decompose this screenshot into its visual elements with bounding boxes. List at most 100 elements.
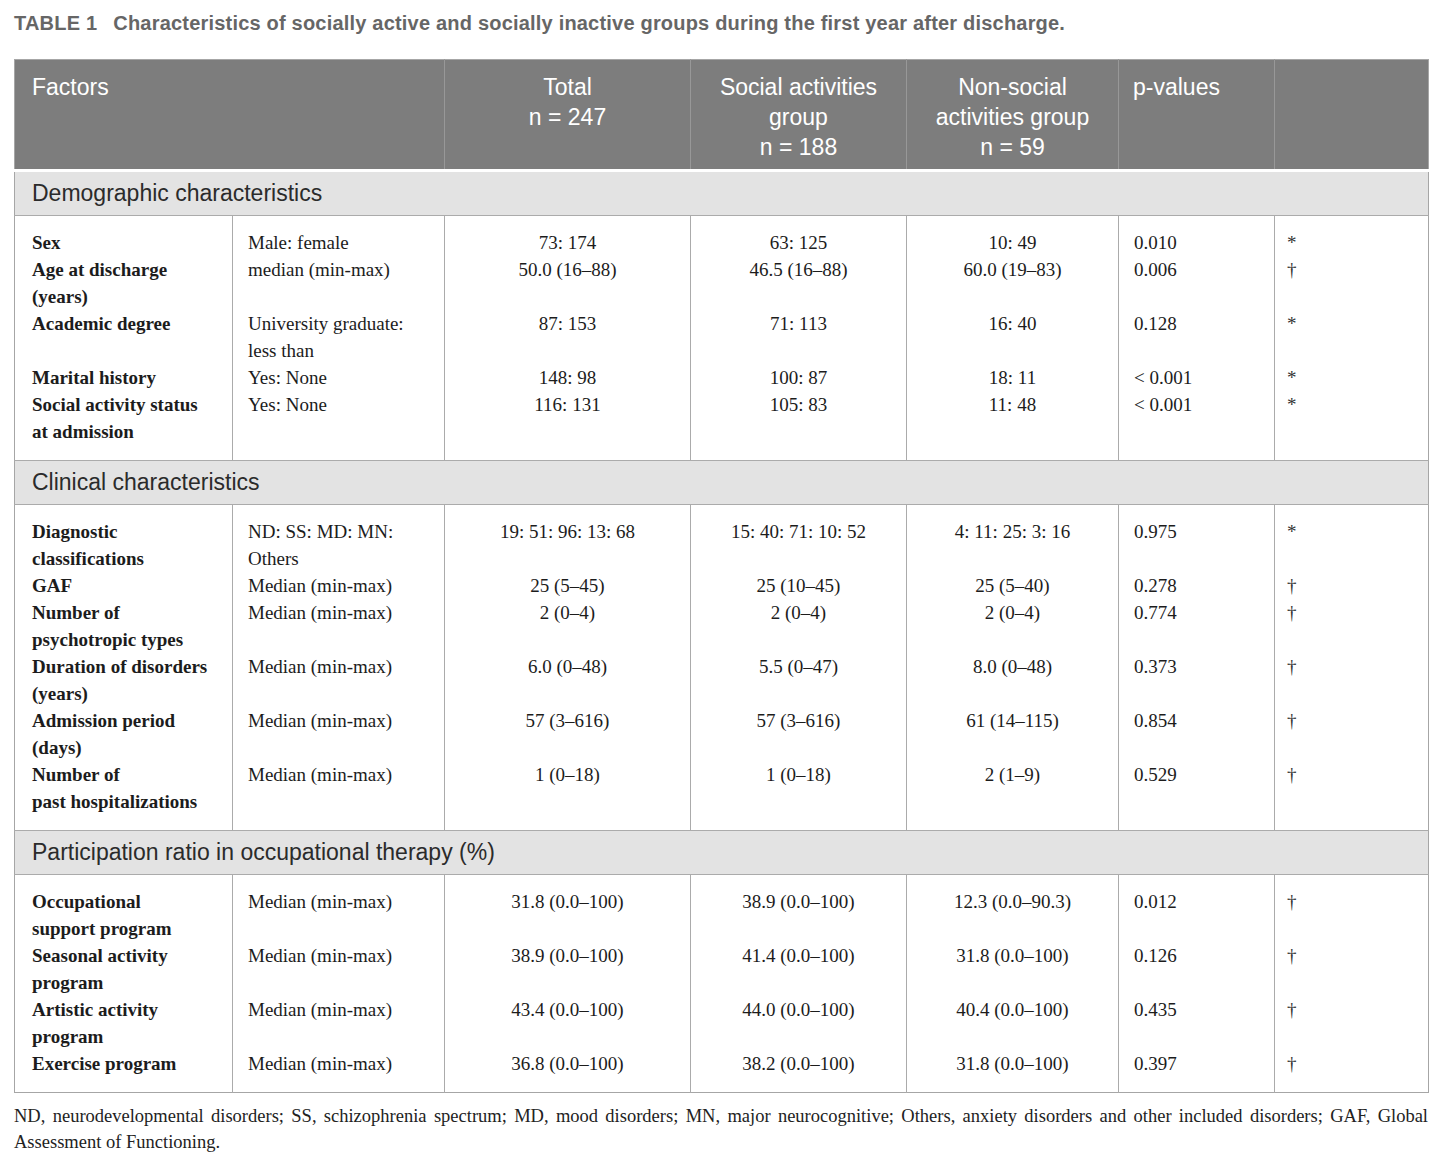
total-value-cell: 31.8 (0.0–100) [445, 875, 691, 943]
measure-cell: Median (min-max) [233, 761, 445, 831]
total-value-cell: 38.9 (0.0–100) [445, 942, 691, 996]
measure-cell: Median (min-max) [233, 572, 445, 599]
header-social-group: Social activities group n = 188 [691, 60, 907, 171]
header-total: Total n = 247 [445, 60, 691, 171]
factor-cell: Occupational support program [15, 875, 233, 943]
table-header: Factors Total n = 247 Social activities … [15, 60, 1429, 171]
section-body: Occupational support programMedian (min-… [15, 875, 1429, 1093]
social-group-value-cell: 44.0 (0.0–100) [691, 996, 907, 1050]
total-value-cell: 73: 174 [445, 216, 691, 257]
measure-cell: Yes: None [233, 364, 445, 391]
factor-cell: GAF [15, 572, 233, 599]
factor-cell: Diagnostic classifications [15, 505, 233, 573]
section-title: Demographic characteristics [15, 171, 1429, 216]
test-symbol-cell: † [1275, 1050, 1429, 1093]
table-title-text: Characteristics of socially active and s… [113, 12, 1065, 34]
header-nonsocial-group: Non-social activities group n = 59 [907, 60, 1119, 171]
nonsocial-group-value-cell: 31.8 (0.0–100) [907, 942, 1119, 996]
nonsocial-group-value-cell: 40.4 (0.0–100) [907, 996, 1119, 1050]
table-row: GAFMedian (min-max)25 (5–45)25 (10–45)25… [15, 572, 1429, 599]
characteristics-table: Factors Total n = 247 Social activities … [14, 59, 1429, 1093]
measure-cell: University graduate: less than [233, 310, 445, 364]
social-group-value-cell: 15: 40: 71: 10: 52 [691, 505, 907, 573]
section-row: Demographic characteristics [15, 171, 1429, 216]
table-row: Admission period (days)Median (min-max)5… [15, 707, 1429, 761]
total-value-cell: 1 (0–18) [445, 761, 691, 831]
p-value-cell: 0.128 [1119, 310, 1275, 364]
section-row: Clinical characteristics [15, 461, 1429, 505]
total-value-cell: 36.8 (0.0–100) [445, 1050, 691, 1093]
section-body: SexMale: female73: 17463: 12510: 490.010… [15, 216, 1429, 461]
measure-cell: Male: female [233, 216, 445, 257]
social-group-value-cell: 63: 125 [691, 216, 907, 257]
nonsocial-group-value-cell: 16: 40 [907, 310, 1119, 364]
nonsocial-group-value-cell: 2 (0–4) [907, 599, 1119, 653]
nonsocial-group-value-cell: 18: 11 [907, 364, 1119, 391]
test-symbol-cell: * [1275, 505, 1429, 573]
measure-cell: median (min-max) [233, 256, 445, 310]
factor-cell: Seasonal activity program [15, 942, 233, 996]
nonsocial-group-value-cell: 12.3 (0.0–90.3) [907, 875, 1119, 943]
p-value-cell: 0.529 [1119, 761, 1275, 831]
test-symbol-cell: † [1275, 599, 1429, 653]
p-value-cell: < 0.001 [1119, 364, 1275, 391]
table-row: Occupational support programMedian (min-… [15, 875, 1429, 943]
factor-cell: Duration of disorders (years) [15, 653, 233, 707]
header-test-symbol [1275, 60, 1429, 171]
measure-cell: Yes: None [233, 391, 445, 461]
footnotes: ND, neurodevelopmental disorders; SS, sc… [14, 1103, 1428, 1154]
table-row: Marital historyYes: None148: 98100: 8718… [15, 364, 1429, 391]
social-group-value-cell: 1 (0–18) [691, 761, 907, 831]
test-symbol-cell: † [1275, 707, 1429, 761]
table-row: Academic degreeUniversity graduate: less… [15, 310, 1429, 364]
nonsocial-group-value-cell: 61 (14–115) [907, 707, 1119, 761]
nonsocial-group-value-cell: 60.0 (19–83) [907, 256, 1119, 310]
p-value-cell: 0.006 [1119, 256, 1275, 310]
section-title: Participation ratio in occupational ther… [15, 831, 1429, 875]
table-row: Number of past hospitalizationsMedian (m… [15, 761, 1429, 831]
social-group-value-cell: 46.5 (16–88) [691, 256, 907, 310]
factor-cell: Number of past hospitalizations [15, 761, 233, 831]
test-symbol-cell: † [1275, 256, 1429, 310]
nonsocial-group-value-cell: 31.8 (0.0–100) [907, 1050, 1119, 1093]
measure-cell: Median (min-max) [233, 996, 445, 1050]
footnote-abbreviations: ND, neurodevelopmental disorders; SS, sc… [14, 1103, 1428, 1154]
p-value-cell: 0.975 [1119, 505, 1275, 573]
measure-cell: ND: SS: MD: MN: Others [233, 505, 445, 573]
total-value-cell: 2 (0–4) [445, 599, 691, 653]
total-value-cell: 25 (5–45) [445, 572, 691, 599]
table-row: Age at discharge (years)median (min-max)… [15, 256, 1429, 310]
social-group-value-cell: 71: 113 [691, 310, 907, 364]
table-caption: TABLE 1Characteristics of socially activ… [14, 12, 1428, 35]
nonsocial-group-value-cell: 2 (1–9) [907, 761, 1119, 831]
nonsocial-group-value-cell: 11: 48 [907, 391, 1119, 461]
table-row: Exercise programMedian (min-max)36.8 (0.… [15, 1050, 1429, 1093]
test-symbol-cell: † [1275, 653, 1429, 707]
social-group-value-cell: 100: 87 [691, 364, 907, 391]
factor-cell: Artistic activity program [15, 996, 233, 1050]
social-group-value-cell: 2 (0–4) [691, 599, 907, 653]
p-value-cell: 0.012 [1119, 875, 1275, 943]
total-value-cell: 116: 131 [445, 391, 691, 461]
social-group-value-cell: 41.4 (0.0–100) [691, 942, 907, 996]
p-value-cell: 0.854 [1119, 707, 1275, 761]
page: TABLE 1Characteristics of socially activ… [0, 0, 1438, 1154]
p-value-cell: 0.774 [1119, 599, 1275, 653]
measure-cell: Median (min-max) [233, 653, 445, 707]
table-row: Seasonal activity programMedian (min-max… [15, 942, 1429, 996]
measure-cell: Median (min-max) [233, 599, 445, 653]
test-symbol-cell: * [1275, 364, 1429, 391]
table-row: Diagnostic classificationsND: SS: MD: MN… [15, 505, 1429, 573]
section-body: Diagnostic classificationsND: SS: MD: MN… [15, 505, 1429, 831]
table-row: SexMale: female73: 17463: 12510: 490.010… [15, 216, 1429, 257]
nonsocial-group-value-cell: 8.0 (0–48) [907, 653, 1119, 707]
test-symbol-cell: † [1275, 875, 1429, 943]
factor-cell: Academic degree [15, 310, 233, 364]
factor-cell: Marital history [15, 364, 233, 391]
total-value-cell: 50.0 (16–88) [445, 256, 691, 310]
nonsocial-group-value-cell: 4: 11: 25: 3: 16 [907, 505, 1119, 573]
total-value-cell: 43.4 (0.0–100) [445, 996, 691, 1050]
nonsocial-group-value-cell: 10: 49 [907, 216, 1119, 257]
social-group-value-cell: 25 (10–45) [691, 572, 907, 599]
factor-cell: Sex [15, 216, 233, 257]
